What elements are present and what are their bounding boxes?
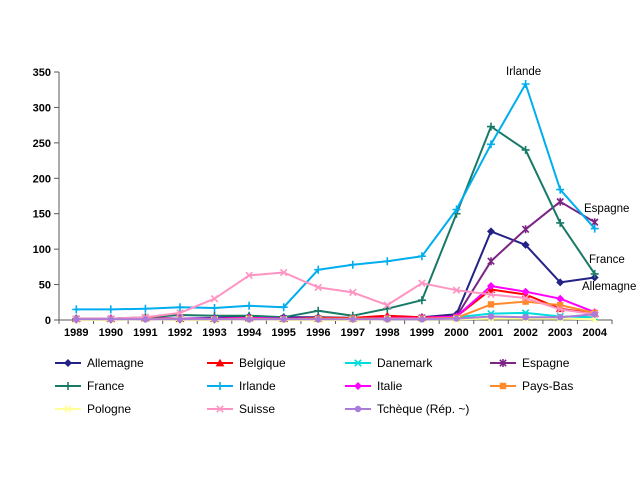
x-tick-label: 2004 <box>582 327 607 339</box>
series-label-espagne: Espagne <box>584 203 630 215</box>
legend-marker-icon-tch-que-r-p <box>345 405 371 413</box>
legend-marker-icon-danemark <box>345 359 371 367</box>
x-tick-label: 1998 <box>375 327 399 339</box>
x-tick-label: 1990 <box>99 327 123 339</box>
x-tick-label: 2001 <box>479 327 503 339</box>
y-tick-label: 0 <box>45 315 51 327</box>
y-tick-label: 300 <box>33 102 51 114</box>
series-label-allemagne: Allemagne <box>582 281 637 293</box>
legend-item-tch-que-r-p: Tchèque (Rép. ~) <box>344 402 469 416</box>
series-irlande <box>72 80 599 314</box>
series-label-irlande: Irlande <box>506 66 542 78</box>
series-espagne <box>72 197 599 324</box>
x-tick-label: 1995 <box>271 327 295 339</box>
legend-marker-icon-france <box>55 382 81 390</box>
legend-item-danemark: Danemark <box>344 356 432 370</box>
legend-label: Pays-Bas <box>522 379 574 393</box>
legend-item-belgique: Belgique <box>206 356 286 370</box>
x-axis: 1989 1990 1991 1992 1993 1994 1995 1996 1997 1998… <box>58 319 613 339</box>
legend-marker-icon-irlande <box>207 382 233 390</box>
legend-label: Italie <box>377 379 403 393</box>
legend-label: Allemagne <box>87 356 144 370</box>
legend-label: Danemark <box>377 356 433 370</box>
x-tick-label: 1997 <box>341 327 365 339</box>
x-tick-label: 1996 <box>306 327 330 339</box>
legend-marker-icon-allemagne <box>55 359 81 367</box>
y-tick-label: 50 <box>39 280 51 292</box>
y-tick-label: 350 <box>33 67 51 79</box>
x-tick-label: 1994 <box>237 327 262 339</box>
x-tick-label: 2002 <box>513 327 537 339</box>
legend-marker-icon-suisse <box>207 405 233 413</box>
legend-item-irlande: Irlande <box>206 379 276 393</box>
legend-label: Irlande <box>239 379 276 393</box>
series-label-france: France <box>589 254 625 266</box>
x-tick-label: 1991 <box>133 327 157 339</box>
x-tick-label: 1992 <box>168 327 192 339</box>
legend-label: Belgique <box>239 356 286 370</box>
line-chart: 0 50 100 150 200 250 300 350 1989 1990 1991 1992 199… <box>33 67 613 339</box>
legend-item-espagne: Espagne <box>489 356 569 370</box>
y-tick-label: 200 <box>33 173 51 185</box>
legend-marker-icon-espagne <box>490 359 516 367</box>
legend-marker-icon-belgique <box>207 358 233 367</box>
legend-item-france: France <box>54 379 124 393</box>
legend-item-italie: Italie <box>344 379 402 393</box>
x-tick-label: 1993 <box>202 327 226 339</box>
legend-item-pays-bas: Pays-Bas <box>489 379 573 393</box>
y-axis: 0 50 100 150 200 250 300 350 <box>33 67 60 327</box>
y-tick-label: 100 <box>33 244 51 256</box>
legend-label: France <box>87 379 125 393</box>
legend-marker-icon-italie <box>345 382 371 390</box>
x-tick-label: 2003 <box>548 327 572 339</box>
legend-marker-icon-pays-bas <box>490 382 516 390</box>
legend-label: Pologne <box>87 402 132 416</box>
legend-marker-icon-pologne <box>55 405 81 413</box>
legend-item-suisse: Suisse <box>206 402 275 416</box>
series-tch-que-r-p <box>73 311 598 323</box>
legend-item-allemagne: Allemagne <box>54 356 144 370</box>
legend-label: Espagne <box>522 356 570 370</box>
legend-item-pologne: Pologne <box>54 402 131 416</box>
series-france <box>72 122 599 323</box>
legend-label: Suisse <box>239 402 276 416</box>
x-tick-label: 1999 <box>410 327 434 339</box>
x-tick-label: 2000 <box>444 327 468 339</box>
y-tick-label: 250 <box>33 138 51 150</box>
y-tick-label: 150 <box>33 209 51 221</box>
x-tick-label: 1989 <box>64 327 88 339</box>
legend-label: Tchèque (Rép. ~) <box>377 402 470 416</box>
